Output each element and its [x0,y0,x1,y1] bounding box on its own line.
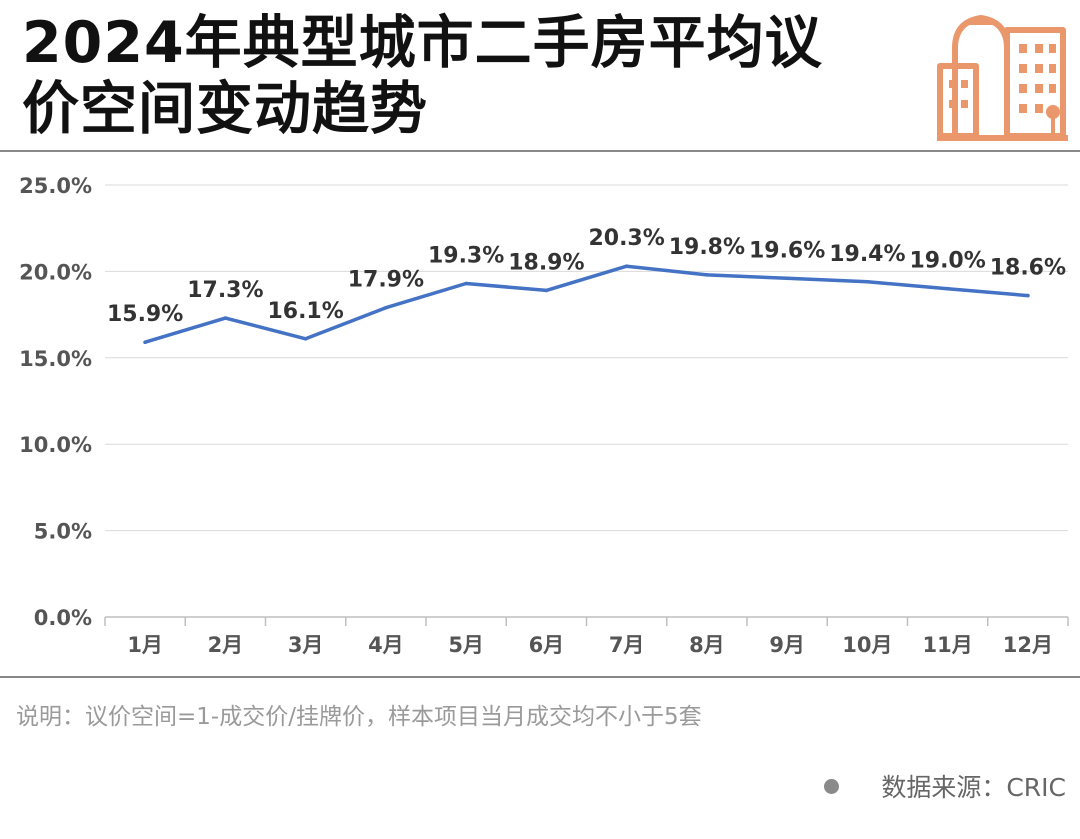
x-tick-label: 8月 [689,633,725,657]
line-chart: 0.0% 5.0% 10.0% 15.0% 20.0% 25.0% 1月 2月 3月 4月 5月 6月… [19,174,1069,657]
y-tick-label: 5.0% [34,520,92,544]
data-point [1026,293,1030,298]
data-point [143,340,147,345]
header-divider [0,150,1080,152]
data-point [624,264,629,269]
x-tick-label: 10月 [842,633,892,657]
x-tick-label: 9月 [769,633,805,657]
data-label: 19.3% [428,243,504,268]
page-title: 2024年典型城市二手房平均议 价空间变动趋势 [22,10,902,142]
y-tick-label: 25.0% [19,174,92,198]
footer-divider [0,676,1080,678]
data-source: 数据来源：CRIC [824,768,1066,804]
data-point [945,286,950,291]
data-point [464,281,468,286]
data-label: 18.6% [990,256,1066,281]
x-tick-label: 4月 [368,633,404,657]
x-tick-label: 7月 [609,633,645,657]
data-point [223,316,228,320]
data-label: 17.3% [187,278,263,303]
data-point [544,288,549,293]
data-point [303,336,308,341]
data-label: 19.8% [669,235,745,260]
y-tick-label: 15.0% [19,347,92,371]
data-point [785,276,789,281]
data-label: 19.4% [829,242,905,267]
y-tick-label: 10.0% [19,433,92,457]
x-tick-label: 5月 [448,633,484,657]
data-label: 15.9% [107,302,183,327]
x-tick-label: 12月 [1003,633,1053,657]
title-line-1: 2024年典型城市二手房平均议 [22,10,823,76]
data-label: 16.1% [267,299,343,324]
y-tick-label: 0.0% [34,606,92,630]
x-tick-label: 6月 [529,633,565,657]
data-label: 18.9% [508,250,584,275]
data-point [705,273,709,277]
chart-note: 说明：议价空间=1-成交价/挂牌价，样本项目当月成交均不小于5套 [16,704,702,730]
bullet-icon [824,778,840,794]
data-label: 20.3% [588,226,664,251]
data-point [865,279,870,284]
x-tick-label: 1月 [127,633,163,657]
x-tick-label: 11月 [923,633,973,657]
x-tick-label: 2月 [208,633,244,657]
x-tick-label: 3月 [288,633,324,657]
series-line [143,264,1030,344]
data-label: 19.6% [749,238,825,263]
data-label: 19.0% [909,249,985,274]
city-buildings-icon [937,15,1068,141]
data-point [384,305,388,310]
y-tick-label: 20.0% [19,260,92,284]
title-line-2: 价空间变动趋势 [22,76,428,142]
data-source-label: 数据来源：CRIC [881,773,1066,802]
data-label: 17.9% [348,268,424,293]
